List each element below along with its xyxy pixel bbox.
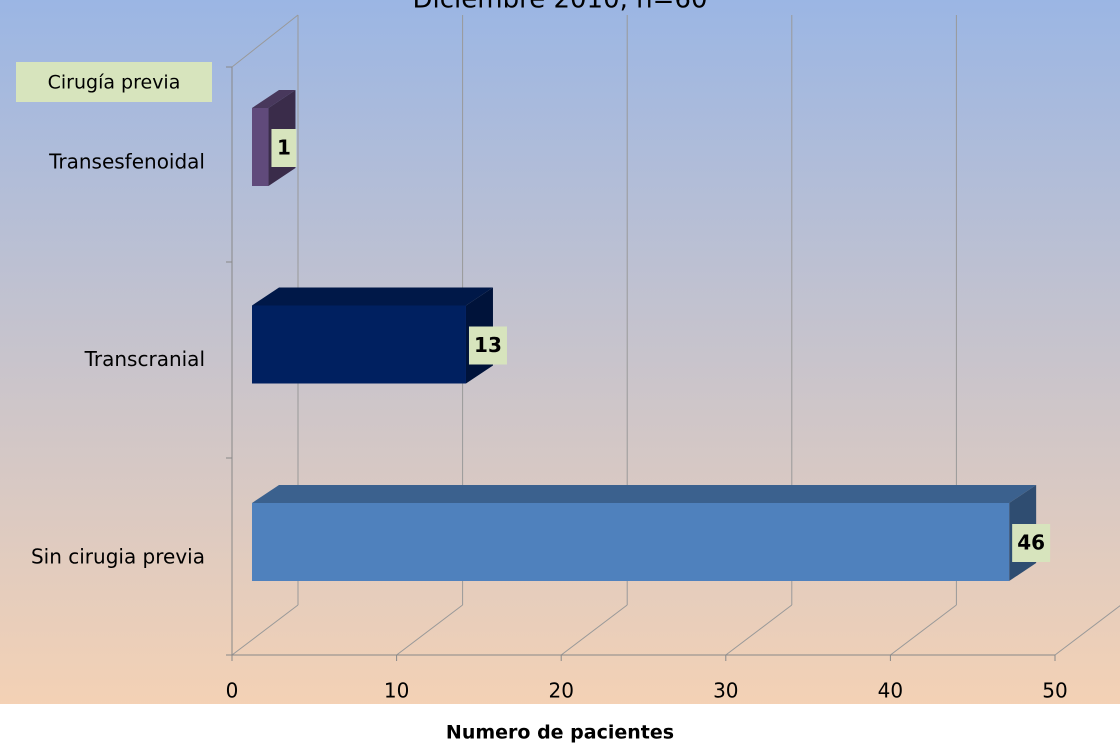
bar-top: [252, 90, 296, 108]
footer-bg: [0, 704, 1120, 746]
x-tick-label: 30: [713, 679, 738, 703]
floor-grid-line: [231, 604, 299, 656]
bar: [252, 503, 1010, 581]
bar-top: [252, 287, 493, 306]
legend-title: Cirugía previa: [48, 72, 181, 94]
floor-grid-line: [890, 604, 957, 656]
side-wall-edge: [231, 14, 299, 68]
y-tick-label: Transcranial: [84, 347, 205, 371]
data-label: 46: [1017, 531, 1045, 555]
floor-grid-line: [725, 604, 793, 656]
x-tick-label: 20: [548, 679, 573, 703]
bar: [252, 305, 466, 384]
chart-title: Diciembre 2010, n=60: [412, 0, 707, 15]
x-tick-label: 40: [878, 679, 903, 703]
x-tick-label: 10: [384, 679, 409, 703]
legend-box: [16, 62, 212, 102]
y-tick-label: Sin cirugia previa: [31, 545, 205, 569]
data-label: 1: [277, 136, 291, 160]
floor-grid-line: [1054, 605, 1120, 656]
x-axis-title: Numero de pacientes: [446, 722, 674, 744]
bar-top: [252, 485, 1037, 503]
data-label-bg: [468, 326, 507, 365]
x-tick-label: 0: [226, 679, 239, 703]
x-tick-label: 50: [1042, 679, 1067, 703]
data-label-bg: [1012, 524, 1051, 562]
floor-grid-line: [560, 604, 628, 656]
data-label: 13: [474, 333, 502, 357]
bar: [252, 108, 269, 186]
y-tick-label: Transesfenoidal: [48, 150, 205, 174]
floor-grid-line: [396, 604, 463, 656]
data-label-bg: [271, 129, 297, 167]
